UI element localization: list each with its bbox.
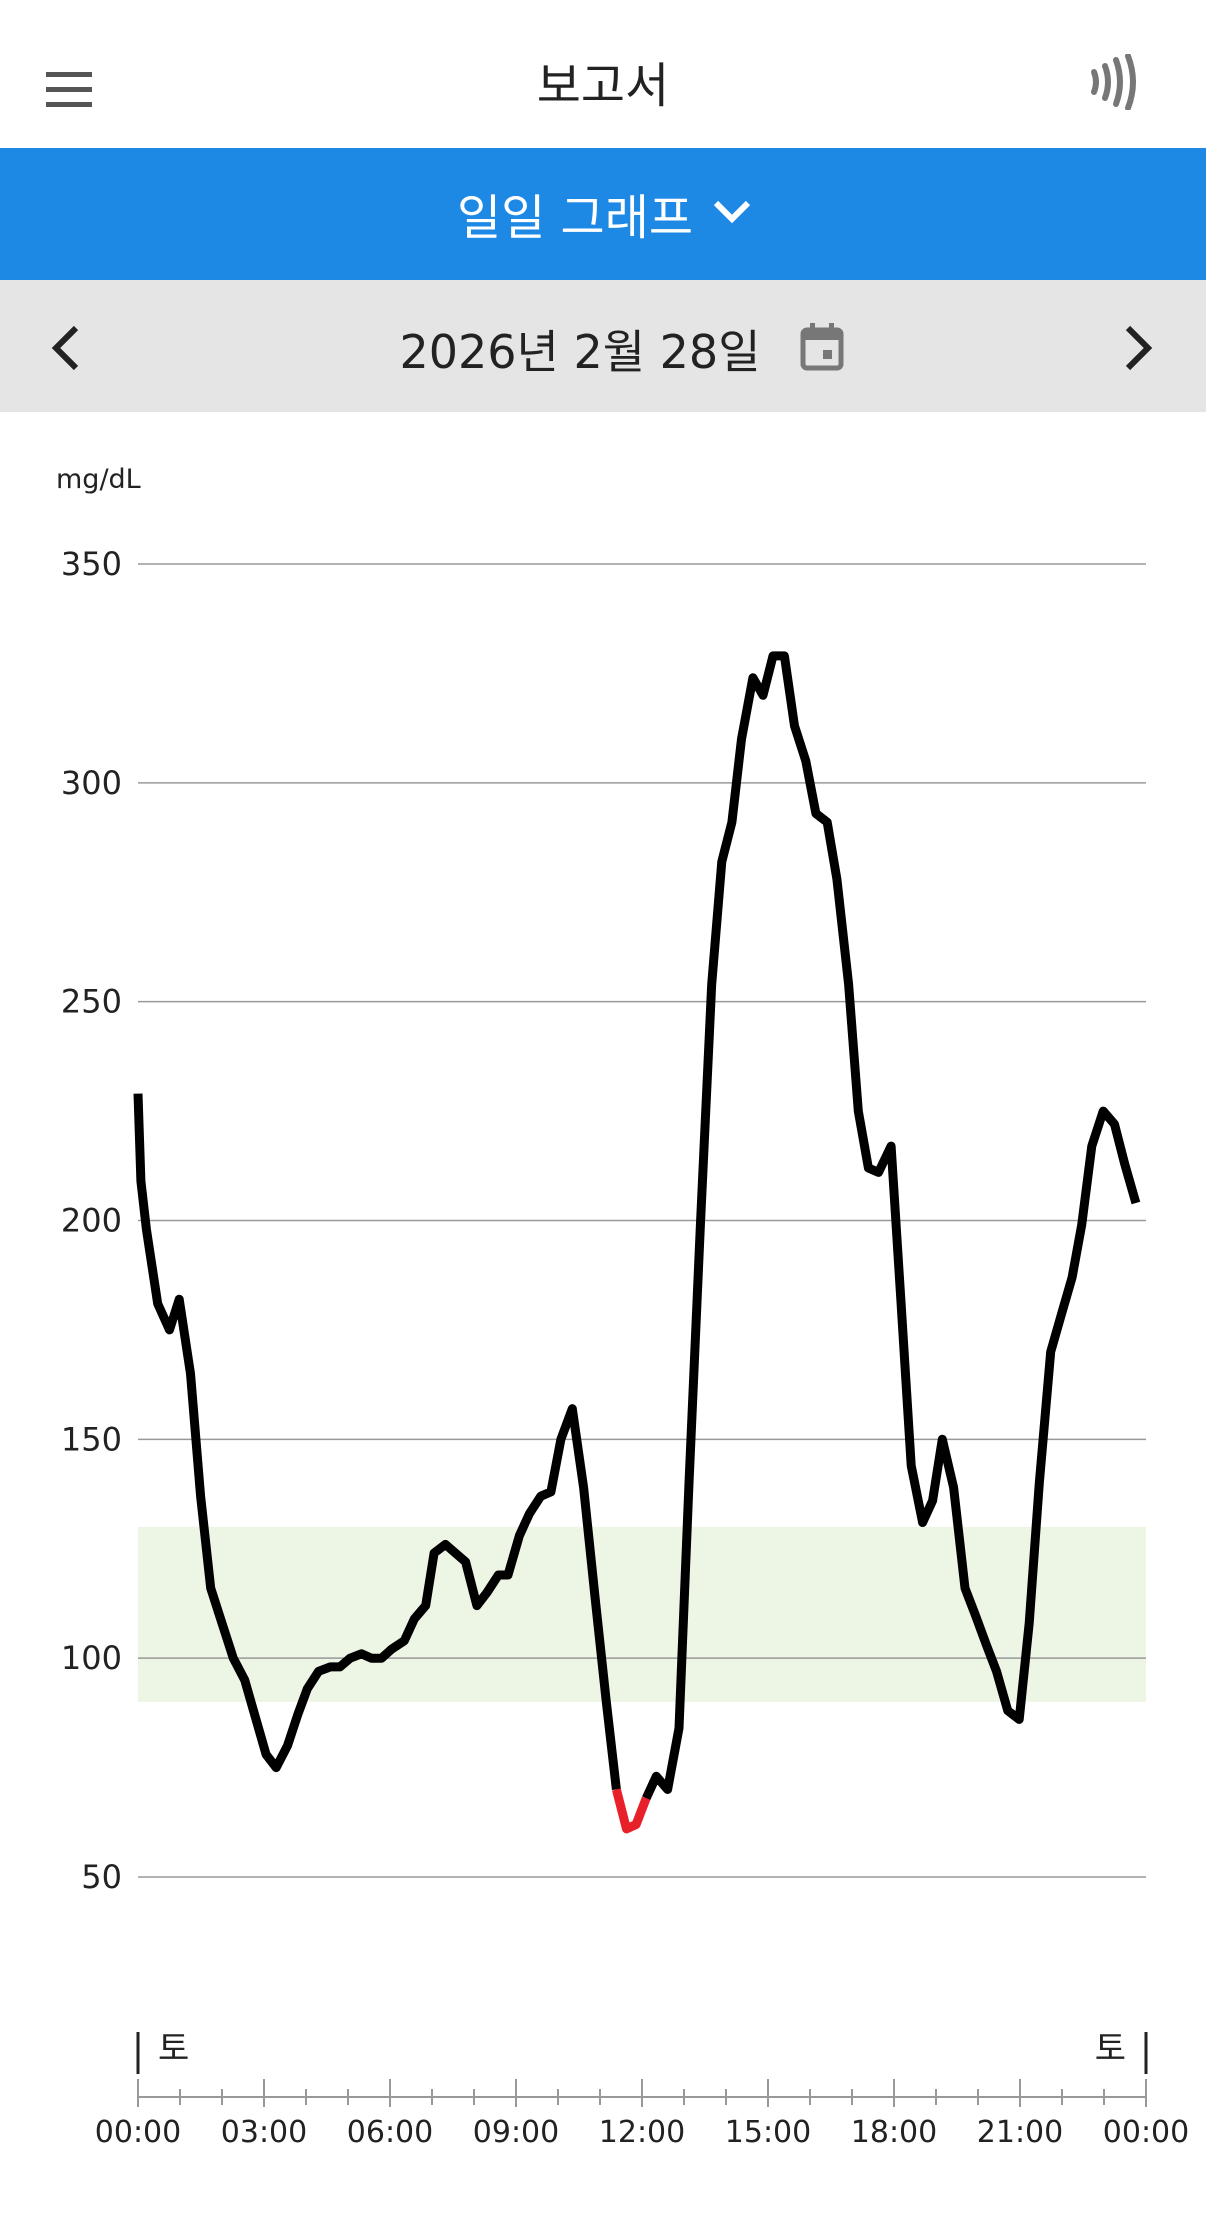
next-day-button[interactable] — [1122, 324, 1156, 372]
report-type-selector[interactable]: 일일 그래프 — [0, 148, 1206, 280]
x-tick-label: 18:00 — [851, 2115, 937, 2150]
x-tick-label: 06:00 — [347, 2115, 433, 2150]
y-tick-label: 250 — [61, 983, 122, 1021]
y-tick-label: 350 — [61, 545, 122, 583]
calendar-button[interactable] — [800, 322, 844, 372]
menu-button[interactable] — [44, 70, 94, 110]
y-tick-label: 50 — [81, 1858, 122, 1896]
x-tick-label: 15:00 — [725, 2115, 811, 2150]
y-tick-label: 100 — [61, 1639, 122, 1677]
x-tick-label: 12:00 — [599, 2115, 685, 2150]
glucose-chart: mg/dL 50 100 150 200 250 300 350 00:00 03:00 06:0… — [56, 464, 1189, 2150]
day-label: 토 — [1095, 2029, 1126, 2069]
date-label: 2026년 2월 28일 — [399, 325, 761, 379]
y-unit: mg/dL — [56, 464, 141, 495]
x-tick-label: 00:00 — [1103, 2115, 1189, 2150]
date-bar: 2026년 2월 28일 — [0, 280, 1206, 412]
report-type-label: 일일 그래프 — [456, 190, 694, 246]
glucose-line — [612, 1788, 651, 1834]
x-tick-label: 21:00 — [977, 2115, 1063, 2150]
glucose-line — [133, 651, 1141, 1801]
y-tick-label: 300 — [61, 764, 122, 802]
x-tick-label: 00:00 — [95, 2115, 181, 2150]
day-label: 토 — [158, 2029, 189, 2069]
x-tick-label: 09:00 — [473, 2115, 559, 2150]
x-tick-label: 03:00 — [221, 2115, 307, 2150]
app-header: 보고서 — [0, 0, 1206, 148]
header-title: 보고서 — [536, 58, 670, 114]
y-tick-label: 150 — [61, 1420, 122, 1458]
nfc-button[interactable] — [1088, 54, 1144, 110]
dropdown-chevron — [713, 200, 751, 224]
prev-day-button[interactable] — [48, 324, 82, 372]
y-tick-label: 200 — [61, 1202, 122, 1240]
